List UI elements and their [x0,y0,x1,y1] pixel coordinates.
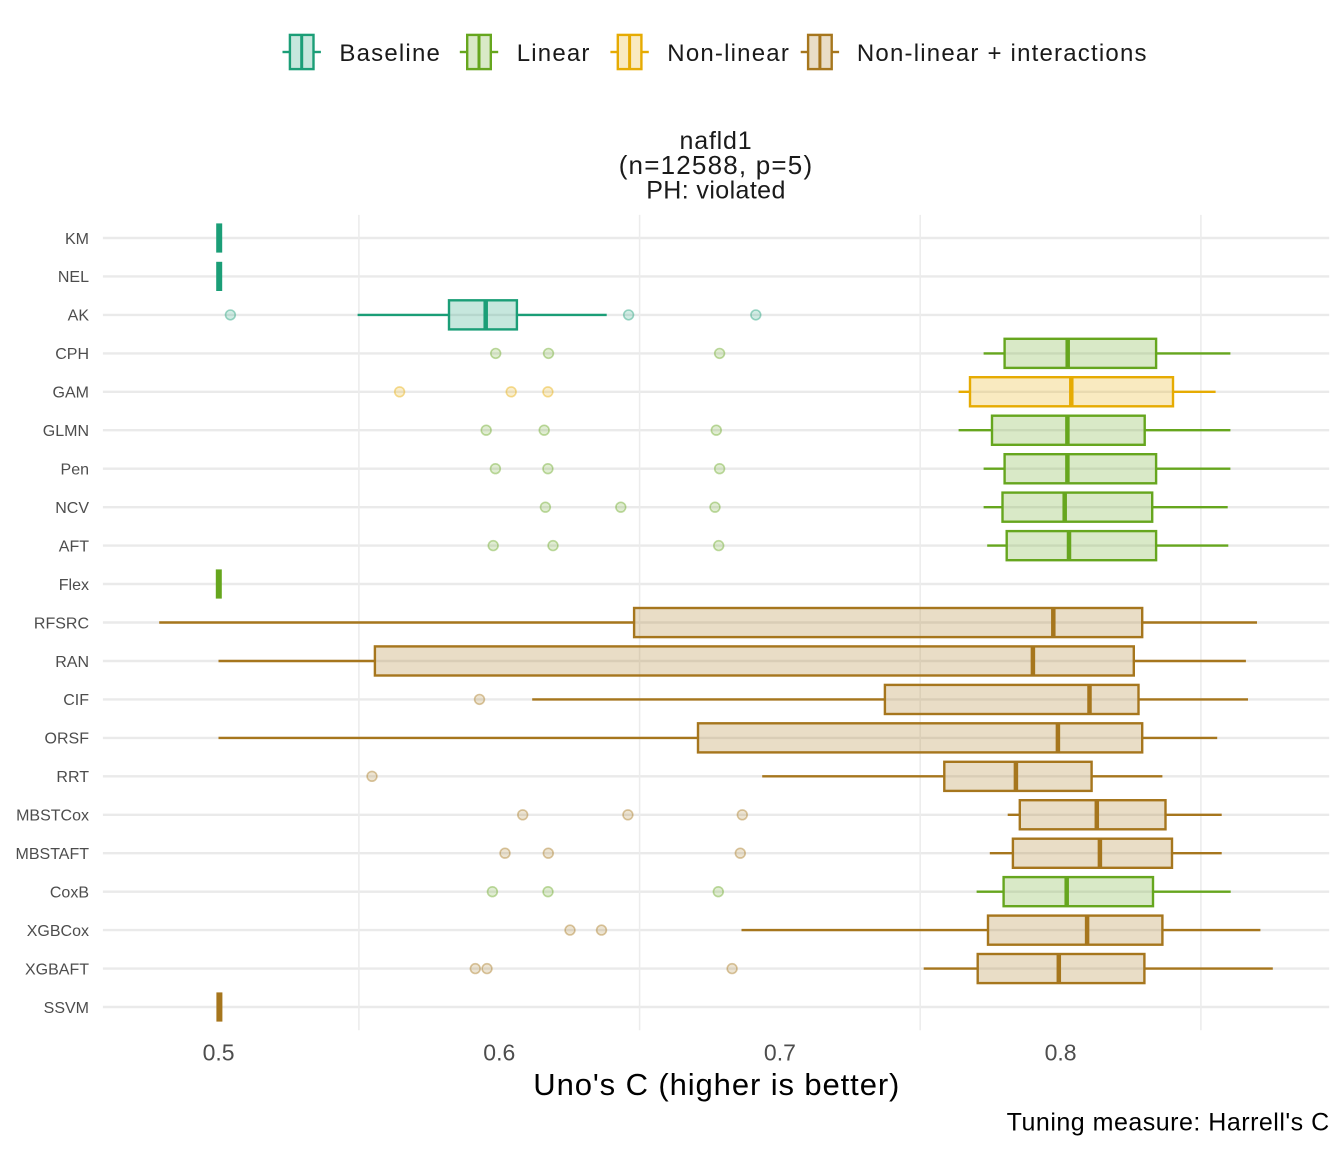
svg-text:RFSRC: RFSRC [34,615,89,632]
svg-text:CPH: CPH [55,346,89,363]
svg-text:Non-linear + interactions: Non-linear + interactions [857,40,1148,67]
svg-text:SSVM: SSVM [44,1000,89,1017]
svg-text:AK: AK [68,308,90,325]
svg-text:RRT: RRT [56,769,89,786]
svg-text:0.7: 0.7 [764,1040,796,1066]
svg-text:AFT: AFT [59,538,89,555]
svg-text:0.8: 0.8 [1045,1040,1077,1066]
svg-text:GAM: GAM [53,385,89,402]
svg-text:CoxB: CoxB [50,885,89,902]
svg-text:(n=12588, p=5): (n=12588, p=5) [619,150,814,180]
svg-text:MBSTAFT: MBSTAFT [16,846,90,863]
svg-text:0.6: 0.6 [483,1040,515,1066]
svg-text:NCV: NCV [55,500,89,517]
svg-text:ORSF: ORSF [45,731,90,748]
svg-text:XGBAFT: XGBAFT [25,961,89,978]
svg-text:Linear: Linear [517,40,591,67]
svg-text:KM: KM [65,231,89,248]
svg-text:Uno's C (higher is better): Uno's C (higher is better) [533,1067,900,1102]
svg-text:Tuning measure: Harrell's C: Tuning measure: Harrell's C [1007,1108,1330,1136]
svg-text:Flex: Flex [59,577,89,594]
svg-text:Non-linear: Non-linear [667,40,790,67]
svg-text:Baseline: Baseline [339,40,441,67]
svg-text:nafld1: nafld1 [680,127,753,155]
svg-text:0.5: 0.5 [203,1040,235,1066]
svg-text:RAN: RAN [55,654,89,671]
svg-text:NEL: NEL [58,269,89,286]
svg-text:XGBCox: XGBCox [27,923,89,940]
svg-text:Pen: Pen [61,462,89,479]
svg-text:MBSTCox: MBSTCox [16,808,89,825]
svg-text:GLMN: GLMN [43,423,89,440]
svg-text:PH: violated: PH: violated [646,176,786,204]
svg-text:CIF: CIF [63,692,89,709]
